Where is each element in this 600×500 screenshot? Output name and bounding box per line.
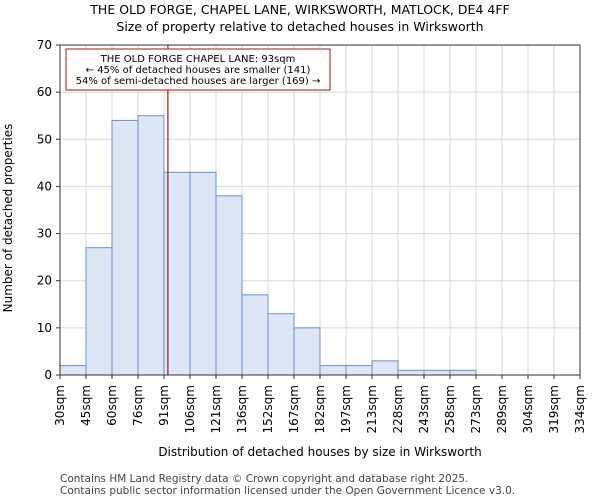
histogram-bar [59, 365, 87, 376]
x-tick-label: 167sqm [287, 385, 301, 433]
histogram-bar [85, 247, 113, 376]
x-tick-label: 289sqm [495, 385, 509, 433]
histogram-bar [111, 119, 139, 376]
histogram-bars [59, 115, 477, 376]
x-tick-label: 304sqm [521, 385, 535, 433]
histogram-bar [371, 360, 399, 376]
y-tick-label: 70 [37, 38, 52, 52]
histogram-bar [137, 115, 165, 376]
x-tick-label: 60sqm [105, 385, 119, 426]
y-axis-label: Number of detached properties [1, 124, 15, 313]
x-tick-label: 45sqm [79, 385, 93, 426]
histogram-bar [189, 171, 217, 376]
histogram-bar [293, 327, 321, 376]
x-tick-label: 243sqm [417, 385, 431, 433]
x-tick-label: 228sqm [391, 385, 405, 433]
histogram-bar [319, 365, 347, 376]
y-tick-label: 30 [37, 227, 52, 241]
x-tick-label: 91sqm [157, 385, 171, 426]
x-tick-label: 213sqm [365, 385, 379, 433]
x-tick-label: 76sqm [131, 385, 145, 426]
annotation-line: ← 45% of detached houses are smaller (14… [86, 65, 311, 76]
chart-title: THE OLD FORGE, CHAPEL LANE, WIRKSWORTH, … [90, 2, 510, 17]
histogram-bar [267, 313, 295, 376]
y-tick-label: 10 [37, 321, 52, 335]
annotation-line: 54% of semi-detached houses are larger (… [76, 76, 321, 87]
x-tick-label: 136sqm [235, 385, 249, 433]
y-tick-label: 40 [37, 179, 52, 193]
histogram-bar [423, 369, 451, 376]
x-tick-label: 319sqm [547, 385, 561, 433]
x-tick-label: 121sqm [209, 385, 223, 433]
x-tick-label: 182sqm [313, 385, 327, 433]
x-tick-label: 258sqm [443, 385, 457, 433]
x-tick-label: 106sqm [183, 385, 197, 433]
histogram-bar [397, 369, 425, 376]
annotation-box: THE OLD FORGE CHAPEL LANE: 93sqm← 45% of… [65, 48, 331, 91]
x-tick-label: 30sqm [53, 385, 67, 426]
histogram-bar [215, 195, 243, 376]
y-tick-labels: 0 10 20 30 40 50 60 70 [37, 38, 60, 382]
y-tick-label: 0 [44, 368, 52, 382]
y-tick-label: 20 [37, 274, 52, 288]
y-tick-label: 60 [37, 85, 52, 99]
histogram-bar [241, 294, 269, 376]
chart-subtitle: Size of property relative to detached ho… [116, 19, 484, 34]
x-tick-label: 197sqm [339, 385, 353, 433]
x-tick-labels: 30sqm 45sqm 60sqm 76sqm 91sqm 106sqm 121sqm 136… [53, 375, 587, 433]
x-tick-label: 334sqm [573, 385, 587, 433]
x-axis-label: Distribution of detached houses by size … [158, 445, 481, 459]
annotation-line: THE OLD FORGE CHAPEL LANE: 93sqm [100, 54, 296, 65]
footer-line-2: Contains public sector information licen… [60, 485, 516, 497]
y-tick-label: 50 [37, 132, 52, 146]
annotation-frame [65, 48, 331, 91]
histogram-bar [449, 369, 477, 376]
x-tick-label: 273sqm [469, 385, 483, 433]
histogram-bar [345, 365, 373, 376]
footer-line-1: Contains HM Land Registry data © Crown c… [60, 473, 469, 485]
x-tick-label: 152sqm [261, 385, 275, 433]
